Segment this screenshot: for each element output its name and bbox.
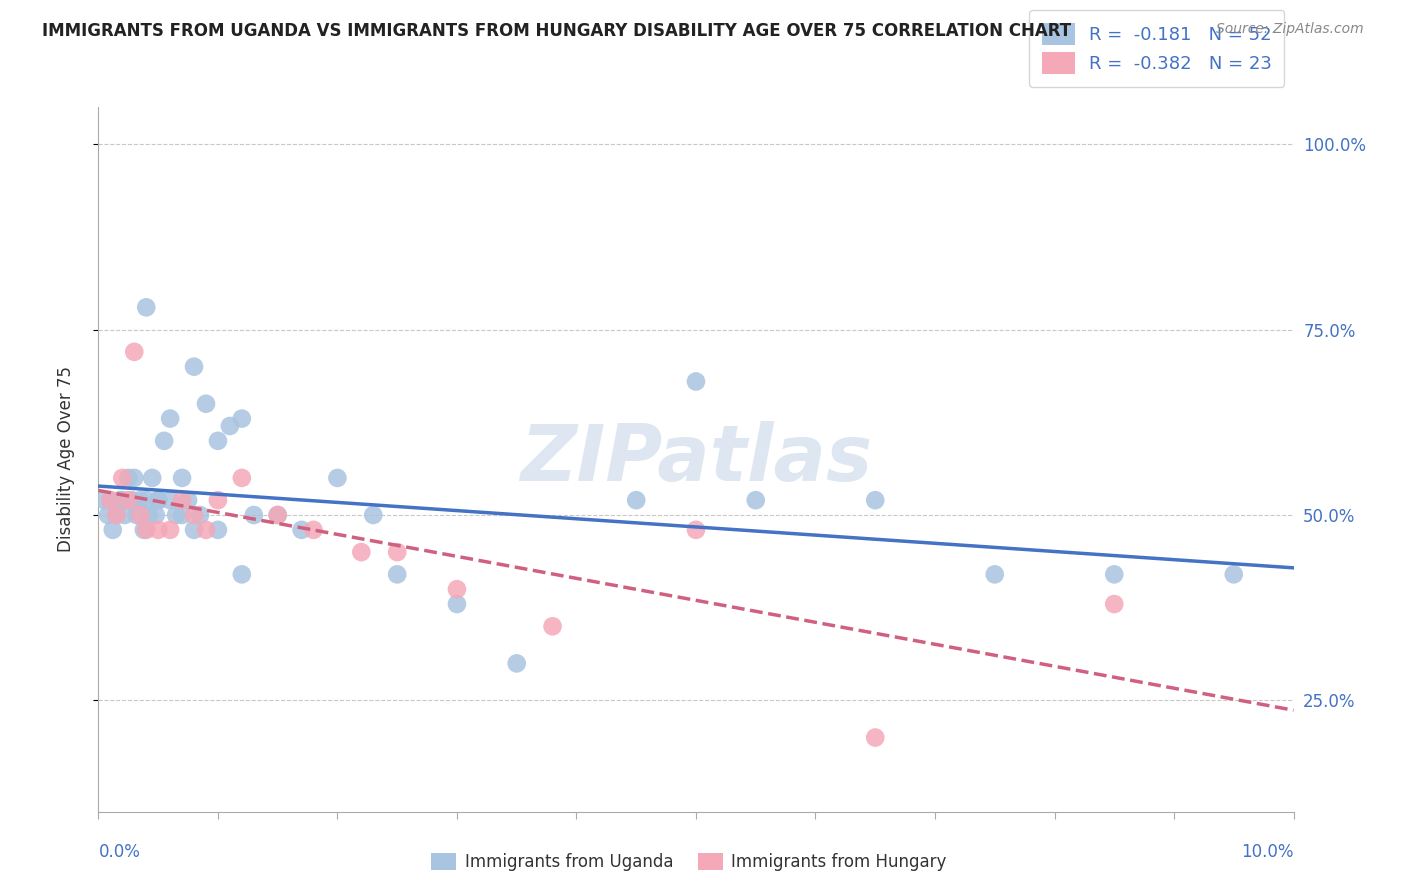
Text: IMMIGRANTS FROM UGANDA VS IMMIGRANTS FROM HUNGARY DISABILITY AGE OVER 75 CORRELA: IMMIGRANTS FROM UGANDA VS IMMIGRANTS FRO… bbox=[42, 22, 1071, 40]
Point bbox=[984, 567, 1007, 582]
Point bbox=[685, 375, 707, 389]
Point bbox=[207, 434, 229, 448]
Point bbox=[111, 493, 134, 508]
Point bbox=[446, 582, 468, 597]
Point bbox=[326, 471, 349, 485]
Point bbox=[141, 471, 163, 485]
Point bbox=[117, 471, 139, 485]
Point bbox=[865, 493, 887, 508]
Point bbox=[135, 523, 157, 537]
Point bbox=[446, 597, 468, 611]
Point bbox=[159, 493, 181, 508]
Point bbox=[1104, 567, 1126, 582]
Point bbox=[207, 493, 229, 508]
Point bbox=[172, 508, 194, 522]
Text: Source: ZipAtlas.com: Source: ZipAtlas.com bbox=[1216, 22, 1364, 37]
Point bbox=[243, 508, 266, 522]
Point bbox=[111, 471, 134, 485]
Point bbox=[1104, 597, 1126, 611]
Point bbox=[108, 493, 131, 508]
Point bbox=[177, 493, 200, 508]
Point bbox=[105, 508, 128, 522]
Point bbox=[1223, 567, 1246, 582]
Point bbox=[97, 508, 120, 522]
Point bbox=[291, 523, 314, 537]
Point bbox=[541, 619, 564, 633]
Point bbox=[145, 508, 167, 522]
Point bbox=[267, 508, 290, 522]
Point bbox=[183, 508, 205, 522]
Point bbox=[132, 523, 155, 537]
Point bbox=[350, 545, 373, 559]
Point bbox=[195, 523, 218, 537]
Point bbox=[219, 419, 242, 434]
Point bbox=[745, 493, 768, 508]
Point bbox=[165, 508, 187, 522]
Point bbox=[138, 508, 160, 522]
Point bbox=[148, 493, 170, 508]
Point bbox=[267, 508, 290, 522]
Point bbox=[865, 731, 887, 745]
Point bbox=[188, 508, 211, 522]
Point bbox=[506, 657, 529, 671]
Point bbox=[231, 411, 253, 425]
Legend: Immigrants from Uganda, Immigrants from Hungary: Immigrants from Uganda, Immigrants from … bbox=[423, 845, 955, 880]
Text: ZIPatlas: ZIPatlas bbox=[520, 421, 872, 498]
Point bbox=[148, 493, 170, 508]
Y-axis label: Disability Age Over 75: Disability Age Over 75 bbox=[56, 367, 75, 552]
Legend: R =  -0.181   N = 52, R =  -0.382   N = 23: R = -0.181 N = 52, R = -0.382 N = 23 bbox=[1029, 11, 1285, 87]
Point bbox=[98, 493, 122, 508]
Point bbox=[117, 493, 139, 508]
Point bbox=[685, 523, 707, 537]
Point bbox=[183, 359, 205, 374]
Point bbox=[101, 523, 124, 537]
Text: 10.0%: 10.0% bbox=[1241, 843, 1294, 861]
Point bbox=[129, 493, 152, 508]
Point bbox=[114, 508, 136, 522]
Point bbox=[105, 508, 128, 522]
Point bbox=[207, 523, 229, 537]
Point bbox=[385, 567, 409, 582]
Point bbox=[124, 471, 146, 485]
Point bbox=[153, 434, 176, 448]
Point bbox=[231, 567, 253, 582]
Point bbox=[172, 471, 194, 485]
Point bbox=[385, 545, 409, 559]
Point bbox=[135, 493, 157, 508]
Point bbox=[172, 493, 194, 508]
Point bbox=[135, 301, 157, 315]
Point bbox=[159, 523, 181, 537]
Point bbox=[195, 397, 218, 411]
Point bbox=[363, 508, 385, 522]
Point bbox=[93, 493, 115, 508]
Point bbox=[124, 344, 146, 359]
Point bbox=[98, 493, 122, 508]
Point bbox=[125, 508, 148, 522]
Text: 0.0%: 0.0% bbox=[98, 843, 141, 861]
Point bbox=[129, 508, 152, 522]
Point bbox=[121, 493, 143, 508]
Point bbox=[231, 471, 253, 485]
Point bbox=[626, 493, 648, 508]
Point bbox=[148, 523, 170, 537]
Point bbox=[183, 523, 205, 537]
Point bbox=[159, 411, 181, 425]
Point bbox=[302, 523, 325, 537]
